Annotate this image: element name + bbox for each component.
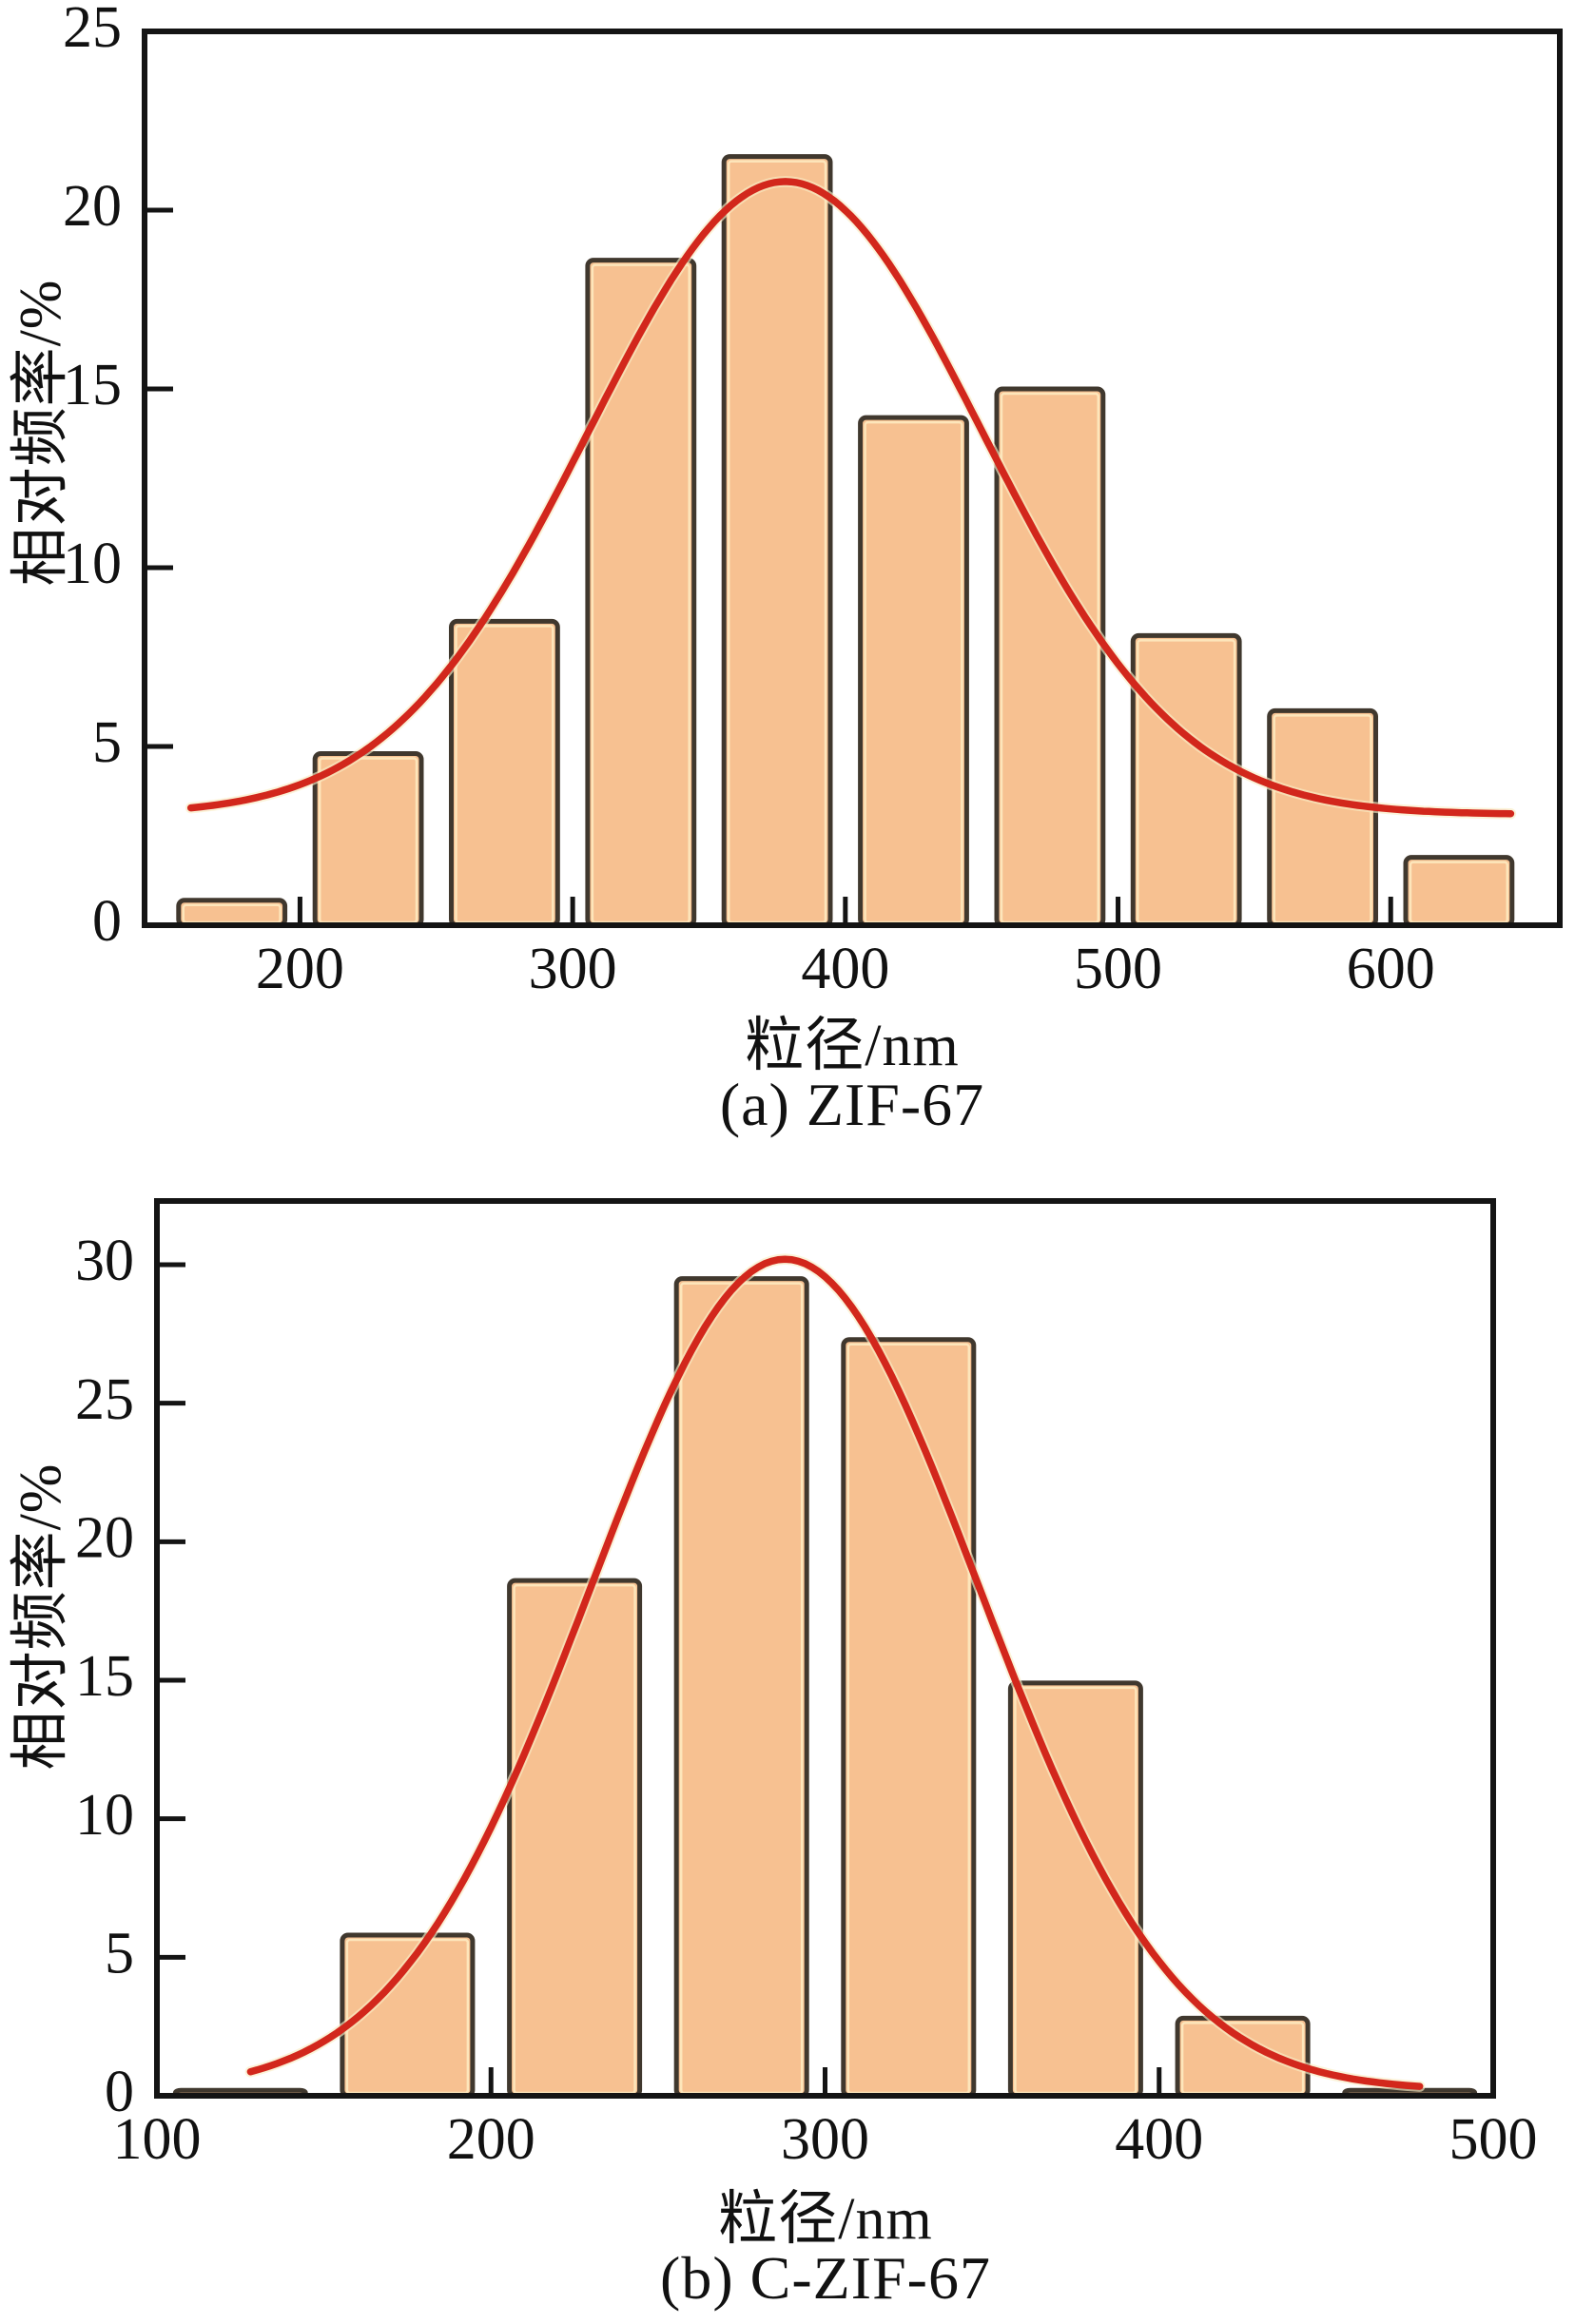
plot-frame [142,29,1563,928]
y-axis-tick-label: 5 [105,1922,134,1986]
chart-a: 200 300 400 500 600 0 5 10 15 20 25 [63,0,1563,1001]
chart-a-caption: (a) ZIF-67 [719,1071,985,1138]
y-axis-tick-label: 5 [92,710,122,775]
chart-b-x-axis-title: 粒径/nm [718,2187,933,2252]
y-axis-tick-label: 10 [63,532,122,596]
histogram-bar [721,154,833,928]
gaussian-fit-curve [246,1255,1424,2090]
chart-b-y-axis-title: 相对频率/% [9,1462,73,1771]
histogram-bar [507,1578,643,2099]
x-axis-tick-label: 500 [1449,2107,1538,2172]
y-axis-tick-label: 0 [92,889,122,954]
y-axis-tick-label: 20 [75,1506,134,1571]
x-axis-tick-label: 600 [1347,937,1435,1001]
histogram-bar [841,1337,977,2099]
histogram-bar [858,415,969,928]
plot-frame [154,1198,1496,2099]
y-axis-tick-label: 25 [75,1367,134,1432]
histogram-bar [1007,1680,1143,2099]
x-axis-tick-label: 400 [801,937,889,1001]
histogram-bar [1403,855,1515,928]
x-axis-tick-label: 300 [781,2107,869,2172]
histogram-bar [449,618,560,928]
x-axis-tick-label: 200 [447,2107,535,2172]
histogram-bar [1130,632,1242,928]
histogram-bar [673,1276,809,2099]
chart-a-y-axis-title: 相对频率/% [9,279,73,587]
y-axis-tick-label: 25 [63,0,122,60]
histogram-bar [994,386,1106,928]
y-axis-tick-label: 15 [75,1644,134,1709]
y-axis-tick-label: 15 [63,353,122,417]
y-axis-tick-label: 10 [75,1783,134,1848]
chart-b: 100 200 300 400 500 0 5 10 15 20 25 30 [75,1198,1538,2172]
x-axis-tick-label: 500 [1074,937,1162,1001]
histogram-bar [1267,707,1378,928]
gaussian-fit-curve [186,178,1515,818]
x-axis-tick-label: 400 [1115,2107,1203,2172]
y-axis-tick-label: 30 [75,1229,134,1293]
chart-a-x-axis-title: 粒径/nm [745,1014,960,1078]
histogram-bar [585,258,697,928]
y-axis-tick-label: 0 [105,2060,134,2124]
histogram-bar [312,751,424,928]
x-axis-tick-label: 100 [113,2107,202,2172]
y-axis-tick-label: 20 [63,174,122,239]
x-axis-tick-label: 200 [256,937,344,1001]
x-axis-tick-label: 300 [529,937,617,1001]
chart-b-caption: (b) C-ZIF-67 [660,2244,991,2312]
